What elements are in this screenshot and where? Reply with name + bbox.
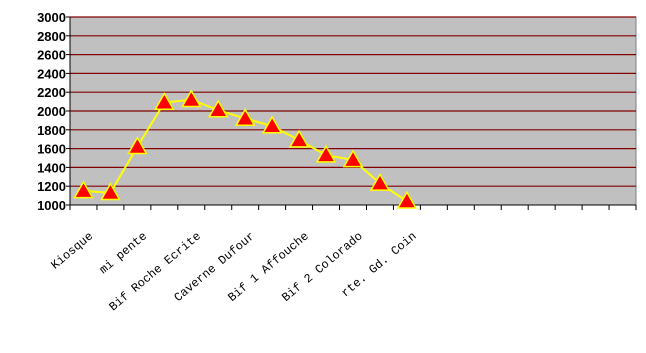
data-point-marker (369, 172, 391, 191)
y-tick-label: 2600 (37, 48, 66, 63)
y-tick-label: 2800 (37, 29, 66, 44)
data-point-marker (100, 182, 121, 201)
data-point-marker (207, 99, 229, 118)
data-point-marker (288, 129, 310, 148)
data-point-marker (234, 108, 256, 127)
y-tick-label: 2000 (37, 104, 66, 119)
y-tick-label: 1600 (37, 142, 66, 157)
y-tick-label: 2200 (37, 85, 66, 100)
data-point-marker (180, 89, 202, 108)
gridlines (70, 16, 636, 187)
y-tick-label: 1000 (37, 198, 66, 213)
data-point-marker (261, 115, 283, 134)
data-point-marker (127, 136, 148, 155)
data-point-marker (396, 190, 418, 209)
y-tick-label: 1800 (37, 123, 66, 138)
data-point-marker (154, 92, 175, 111)
y-tick-label: 2400 (37, 66, 66, 81)
data-point-marker (342, 149, 364, 168)
y-tick-label: 1200 (37, 179, 66, 194)
axes (66, 16, 637, 210)
altitude-series (73, 89, 418, 209)
y-tick-label: 1400 (37, 160, 66, 175)
data-point-marker (73, 180, 94, 199)
x-tick-label: mi pente (97, 229, 150, 277)
data-point-marker (315, 144, 337, 163)
x-tick-label: Kiosque (48, 229, 96, 272)
y-tick-label: 3000 (37, 10, 66, 25)
y-axis-tick-labels: 1000 1200 1400 1600 1800 2000 2200 2400 2600 2800… (37, 10, 66, 213)
x-tick-label: Bif Roche Ecrite (107, 229, 204, 314)
